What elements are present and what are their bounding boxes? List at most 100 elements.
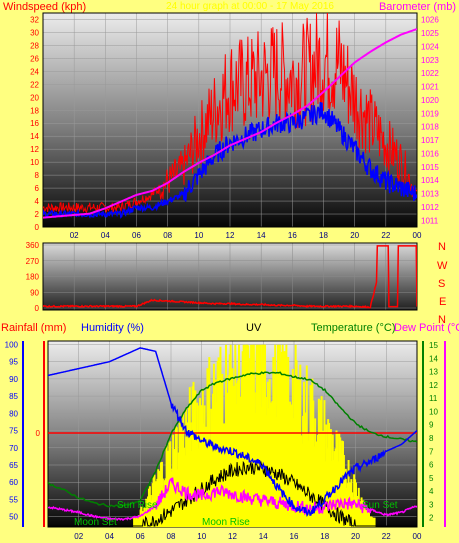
dewpoint-line (48, 477, 417, 522)
barometer-tick-label: 1026 (421, 16, 439, 25)
temperature-tick-label: 3 (429, 500, 434, 509)
solar-line (48, 460, 417, 527)
barometer-tick-label: 1025 (421, 29, 439, 38)
humidity-tick-label: 85 (9, 392, 18, 401)
wind-x-tick-label: 02 (70, 231, 79, 240)
temperature-line (48, 371, 417, 508)
wind-tick-label: 8 (35, 171, 40, 180)
direction-label-w: W (437, 260, 448, 272)
wind-direction-line (43, 245, 417, 309)
temperature-tick-label: 7 (429, 447, 434, 456)
wind-tick-label: 0 (35, 223, 40, 232)
wind-gust-line (43, 13, 417, 214)
temperature-tick-label: 14 (429, 354, 438, 363)
temperature-tick-label: 6 (429, 461, 434, 470)
barometer-tick-label: 1015 (421, 163, 439, 172)
humidity-tick-label: 65 (9, 461, 18, 470)
temp-series-group (48, 344, 417, 527)
barometer-tick-label: 1014 (421, 176, 439, 185)
humidity-tick-label: 55 (9, 495, 18, 504)
direction-series-group (43, 245, 417, 309)
wind-tick-label: 30 (30, 28, 39, 37)
wind-x-tick-label: 00 (413, 231, 422, 240)
wind-x-tick-label: 08 (163, 231, 172, 240)
wind-tick-label: 4 (35, 197, 40, 206)
sun-rise-label: Sun Rise (117, 500, 158, 511)
wind-x-tick-label: 04 (101, 231, 110, 240)
temp-x-tick-label: 02 (74, 532, 83, 541)
temperature-tick-label: 4 (429, 487, 434, 496)
direction-label-n-bottom: N (438, 314, 446, 326)
temp-x-tick-label: 00 (413, 532, 422, 541)
wind-average-line (43, 101, 417, 219)
humidity-tick-label: 60 (9, 478, 18, 487)
barometer-tick-label: 1016 (421, 149, 439, 158)
barometer-tick-label: 1021 (421, 83, 439, 92)
wind-tick-label: 20 (30, 93, 39, 102)
humidity-axis-title: Humidity (%) (81, 322, 144, 334)
direction-tick-label: 270 (26, 257, 40, 266)
barometer-tick-label: 1011 (421, 216, 439, 225)
wind-tick-label: 2 (35, 210, 40, 219)
direction-label-n-top: N (438, 241, 446, 253)
humidity-line (48, 347, 417, 518)
wind-x-tick-label: 14 (257, 231, 266, 240)
direction-tick-label: 360 (26, 241, 40, 250)
wind-tick-label: 28 (30, 41, 39, 50)
temp-x-tick-label: 14 (259, 532, 268, 541)
temp-x-tick-label: 20 (351, 532, 360, 541)
barometer-tick-label: 1018 (421, 123, 439, 132)
rain-tick-label: 0 (36, 429, 41, 438)
temp-x-tick-label: 12 (228, 532, 237, 541)
temperature-tick-label: 8 (429, 434, 434, 443)
wind-panel-frame (42, 12, 418, 228)
wind-x-tick-label: 10 (194, 231, 203, 240)
wind-tick-label: 16 (30, 119, 39, 128)
wind-tick-label: 6 (35, 184, 40, 193)
wind-tick-label: 14 (30, 132, 39, 141)
temp-x-tick-label: 08 (167, 532, 176, 541)
temperature-tick-label: 2 (429, 514, 434, 523)
wind-x-tick-label: 18 (319, 231, 328, 240)
wind-tick-label: 12 (30, 145, 39, 154)
moon-set-label: Moon Set (74, 517, 117, 528)
temp-x-tick-label: 16 (290, 532, 299, 541)
barometer-line (43, 28, 417, 219)
direction-label-e: E (439, 296, 446, 308)
temp-x-tick-label: 22 (382, 532, 391, 541)
temperature-tick-label: 9 (429, 421, 434, 430)
direction-tick-label: 90 (30, 288, 39, 297)
barometer-tick-label: 1012 (421, 203, 439, 212)
humidity-tick-label: 95 (9, 358, 18, 367)
direction-tick-label: 180 (26, 273, 40, 282)
barometer-tick-label: 1013 (421, 190, 439, 199)
temp-x-tick-label: 04 (105, 532, 114, 541)
chart-title: 24 hour graph at 00:00 - 17 May 2016 (166, 1, 334, 12)
temperature-tick-label: 12 (429, 381, 438, 390)
wind-tick-label: 26 (30, 54, 39, 63)
direction-tick-label: 0 (35, 304, 40, 313)
wind-tick-label: 10 (30, 158, 39, 167)
barometer-tick-label: 1017 (421, 136, 439, 145)
humidity-tick-label: 90 (9, 375, 18, 384)
humidity-tick-label: 70 (9, 444, 18, 453)
wind-x-tick-label: 06 (132, 231, 141, 240)
wind-x-tick-label: 20 (350, 231, 359, 240)
uv-axis-title: UV (246, 322, 262, 334)
barometer-tick-label: 1020 (421, 96, 439, 105)
wind-tick-label: 24 (30, 67, 39, 76)
temp-x-tick-label: 06 (136, 532, 145, 541)
wind-x-tick-label: 16 (288, 231, 297, 240)
barometer-tick-label: 1022 (421, 69, 439, 78)
humidity-tick-label: 50 (9, 513, 18, 522)
barometer-tick-label: 1019 (421, 109, 439, 118)
temp-x-tick-label: 18 (320, 532, 329, 541)
barometer-axis-title: Barometer (mb) (379, 1, 456, 13)
wind-x-tick-label: 12 (226, 231, 235, 240)
temperature-tick-label: 13 (429, 368, 438, 377)
wind-x-tick-label: 22 (381, 231, 390, 240)
moon-rise-label: Moon Rise (202, 517, 250, 528)
temperature-axis-title: Temperature (°C) (311, 322, 395, 334)
humidity-tick-label: 100 (5, 340, 19, 349)
